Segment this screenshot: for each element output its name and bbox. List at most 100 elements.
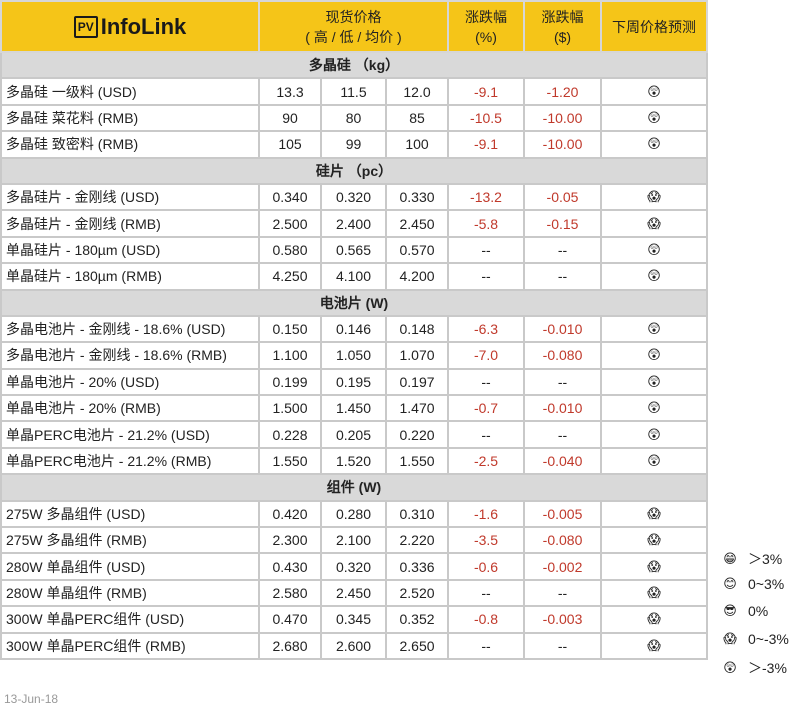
legend-item: 😎 0%	[712, 603, 800, 619]
legend-item: 😲 ＞-3%	[712, 658, 800, 678]
price-low: 0.146	[320, 314, 387, 344]
change-pct: -13.2	[447, 182, 526, 212]
header-row: PV InfoLink 现货价格( 高 / 低 / 均价 ) 涨跌幅 (%) 涨跌幅…	[0, 0, 709, 53]
section-row: 电池片 (W)	[0, 288, 709, 317]
price-low: 2.600	[320, 631, 387, 660]
forecast-icon: 😲	[600, 262, 709, 291]
price-low: 2.400	[320, 209, 387, 238]
price-avg: 0.310	[384, 499, 450, 529]
legend-label: 0%	[748, 603, 769, 620]
table-row: 单晶PERC电池片 - 21.2% (USD) 0.228 0.205 0.220 --…	[0, 420, 709, 449]
section-title: 电池片 (W)	[0, 288, 709, 317]
forecast-icon: 😱	[600, 499, 709, 529]
forecast-icon: 😲	[600, 394, 709, 423]
price-avg: 0.220	[384, 420, 450, 449]
section-row: 多晶硅 （kg）	[0, 50, 709, 80]
legend-item: 😊 0~3%	[712, 576, 800, 592]
price-avg: 1.550	[384, 446, 450, 476]
change-pct: -5.8	[447, 209, 526, 238]
forecast-icon: 😲	[600, 235, 709, 265]
price-high: 2.680	[258, 631, 322, 660]
change-pct: -1.6	[447, 499, 526, 529]
product-name: 单晶PERC电池片 - 21.2% (USD)	[0, 420, 260, 449]
price-avg: 2.520	[384, 578, 450, 608]
product-name: 275W 多晶组件 (USD)	[0, 499, 260, 529]
price-avg: 0.148	[384, 314, 450, 344]
product-name: 多晶硅 致密料 (RMB)	[0, 130, 260, 159]
price-avg: 1.470	[384, 394, 450, 423]
price-high: 2.580	[258, 578, 322, 608]
product-name: 多晶硅片 - 金刚线 (RMB)	[0, 209, 260, 238]
price-low: 2.450	[320, 578, 387, 608]
product-name: 单晶PERC电池片 - 21.2% (RMB)	[0, 446, 260, 476]
forecast-icon: 😱	[600, 552, 709, 581]
price-low: 4.100	[320, 262, 387, 291]
product-name: 280W 单晶组件 (USD)	[0, 552, 260, 581]
table-row: 280W 单晶组件 (RMB) 2.580 2.450 2.520 -- -- 😱	[0, 578, 709, 608]
forecast-icon: 😱	[600, 182, 709, 212]
price-high: 90	[258, 103, 322, 133]
price-high: 0.470	[258, 605, 322, 634]
change-usd: -1.20	[523, 77, 603, 106]
price-high: 0.420	[258, 499, 322, 529]
price-low: 1.050	[320, 341, 387, 370]
legend-emoji-icon: 😊	[723, 576, 737, 592]
legend-label: 0~3%	[748, 576, 785, 593]
price-avg: 12.0	[384, 77, 450, 106]
price-avg: 0.570	[384, 235, 450, 265]
change-usd: -0.010	[523, 314, 603, 344]
forecast-icon: 😱	[600, 605, 709, 634]
change-pct: --	[447, 631, 526, 660]
table-row: 单晶硅片 - 180µm (USD) 0.580 0.565 0.570 -- -- 😲	[0, 235, 709, 265]
product-name: 300W 单晶PERC组件 (RMB)	[0, 631, 260, 660]
table-row: 多晶硅片 - 金刚线 (USD) 0.340 0.320 0.330 -13.2 -0.0…	[0, 182, 709, 212]
forecast-icon: 😲	[600, 420, 709, 449]
price-high: 0.340	[258, 182, 322, 212]
price-avg: 0.352	[384, 605, 450, 634]
price-low: 0.320	[320, 552, 387, 581]
price-high: 0.150	[258, 314, 322, 344]
legend-item: 😱 0~-3%	[712, 631, 800, 647]
change-usd: -0.005	[523, 499, 603, 529]
price-low: 1.520	[320, 446, 387, 476]
table-row: 单晶电池片 - 20% (USD) 0.199 0.195 0.197 -- -- 😲	[0, 367, 709, 397]
table-row: 单晶电池片 - 20% (RMB) 1.500 1.450 1.470 -0.7 -0.0…	[0, 394, 709, 423]
change-usd: -0.003	[523, 605, 603, 634]
price-avg: 0.330	[384, 182, 450, 212]
change-usd: --	[523, 420, 603, 449]
logo-text: InfoLink	[100, 13, 187, 39]
price-low: 0.320	[320, 182, 387, 212]
price-low: 11.5	[320, 77, 387, 106]
price-avg: 2.650	[384, 631, 450, 660]
forecast-icon: 😲	[600, 446, 709, 476]
change-pct-header: 涨跌幅 (%)	[447, 0, 526, 53]
legend-emoji-icon: 😲	[723, 659, 737, 675]
change-usd: --	[523, 235, 603, 265]
product-name: 275W 多晶组件 (RMB)	[0, 526, 260, 555]
product-name: 单晶硅片 - 180µm (RMB)	[0, 262, 260, 291]
change-pct: -9.1	[447, 130, 526, 159]
price-high: 2.300	[258, 526, 322, 555]
price-high: 0.430	[258, 552, 322, 581]
change-pct: --	[447, 262, 526, 291]
legend-label: 0~-3%	[748, 630, 789, 647]
change-pct: -3.5	[447, 526, 526, 555]
product-name: 单晶电池片 - 20% (USD)	[0, 367, 260, 397]
change-pct: --	[447, 235, 526, 265]
change-pct: -0.7	[447, 394, 526, 423]
forecast-icon: 😱	[600, 209, 709, 238]
price-low: 2.100	[320, 526, 387, 555]
product-name: 300W 单晶PERC组件 (USD)	[0, 605, 260, 634]
forecast-icon: 😲	[600, 341, 709, 370]
product-name: 多晶硅 菜花料 (RMB)	[0, 103, 260, 133]
table-row: 300W 单晶PERC组件 (RMB) 2.680 2.600 2.650 -- -- 😱	[0, 631, 709, 660]
price-low: 0.345	[320, 605, 387, 634]
product-name: 多晶电池片 - 金刚线 - 18.6% (RMB)	[0, 341, 260, 370]
change-pct: -9.1	[447, 77, 526, 106]
change-usd: -0.040	[523, 446, 603, 476]
change-usd-header: 涨跌幅 ($)	[523, 0, 603, 53]
table-row: 多晶硅 一级料 (USD) 13.3 11.5 12.0 -9.1 -1.20 😲	[0, 77, 709, 106]
change-usd: -0.010	[523, 394, 603, 423]
section-title: 多晶硅 （kg）	[0, 50, 709, 80]
price-avg: 4.200	[384, 262, 450, 291]
